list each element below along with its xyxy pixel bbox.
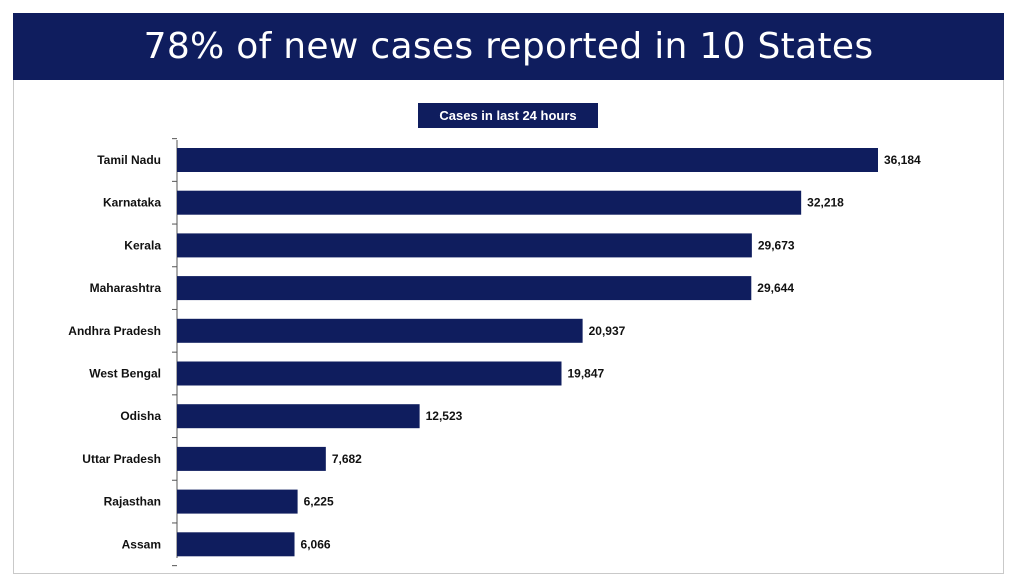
- bar: [177, 489, 298, 514]
- value-label: 29,673: [758, 238, 795, 252]
- category-label: Uttar Pradesh: [82, 452, 161, 466]
- value-label: 29,644: [757, 281, 794, 295]
- category-label: Andhra Pradesh: [68, 324, 161, 338]
- bar: [177, 532, 295, 557]
- bar: [177, 446, 326, 471]
- bar: [177, 404, 420, 429]
- value-label: 36,184: [884, 153, 921, 167]
- category-label: Odisha: [120, 409, 161, 423]
- category-label: Karnataka: [103, 196, 161, 210]
- slide-title: 78% of new cases reported in 10 States: [143, 26, 874, 67]
- bar: [177, 318, 583, 343]
- value-label: 19,847: [568, 367, 605, 381]
- bar: [177, 148, 878, 172]
- value-label: 6,225: [304, 495, 334, 509]
- value-label: 20,937: [589, 324, 626, 338]
- category-label: Rajasthan: [104, 495, 161, 509]
- bar: [177, 233, 752, 258]
- bar: [177, 276, 752, 301]
- bar: [177, 361, 562, 386]
- category-label: West Bengal: [89, 367, 161, 381]
- value-label: 7,682: [332, 452, 362, 466]
- category-label: Maharashtra: [90, 281, 162, 295]
- category-label: Assam: [122, 537, 161, 551]
- category-label: Tamil Nadu: [97, 153, 161, 167]
- value-label: 32,218: [807, 196, 844, 210]
- category-label: Kerala: [124, 238, 161, 252]
- chart-title: Cases in last 24 hours: [418, 103, 598, 128]
- value-label: 12,523: [426, 409, 463, 423]
- title-banner: 78% of new cases reported in 10 States: [13, 13, 1004, 80]
- value-label: 6,066: [301, 537, 331, 551]
- bar: [177, 190, 802, 215]
